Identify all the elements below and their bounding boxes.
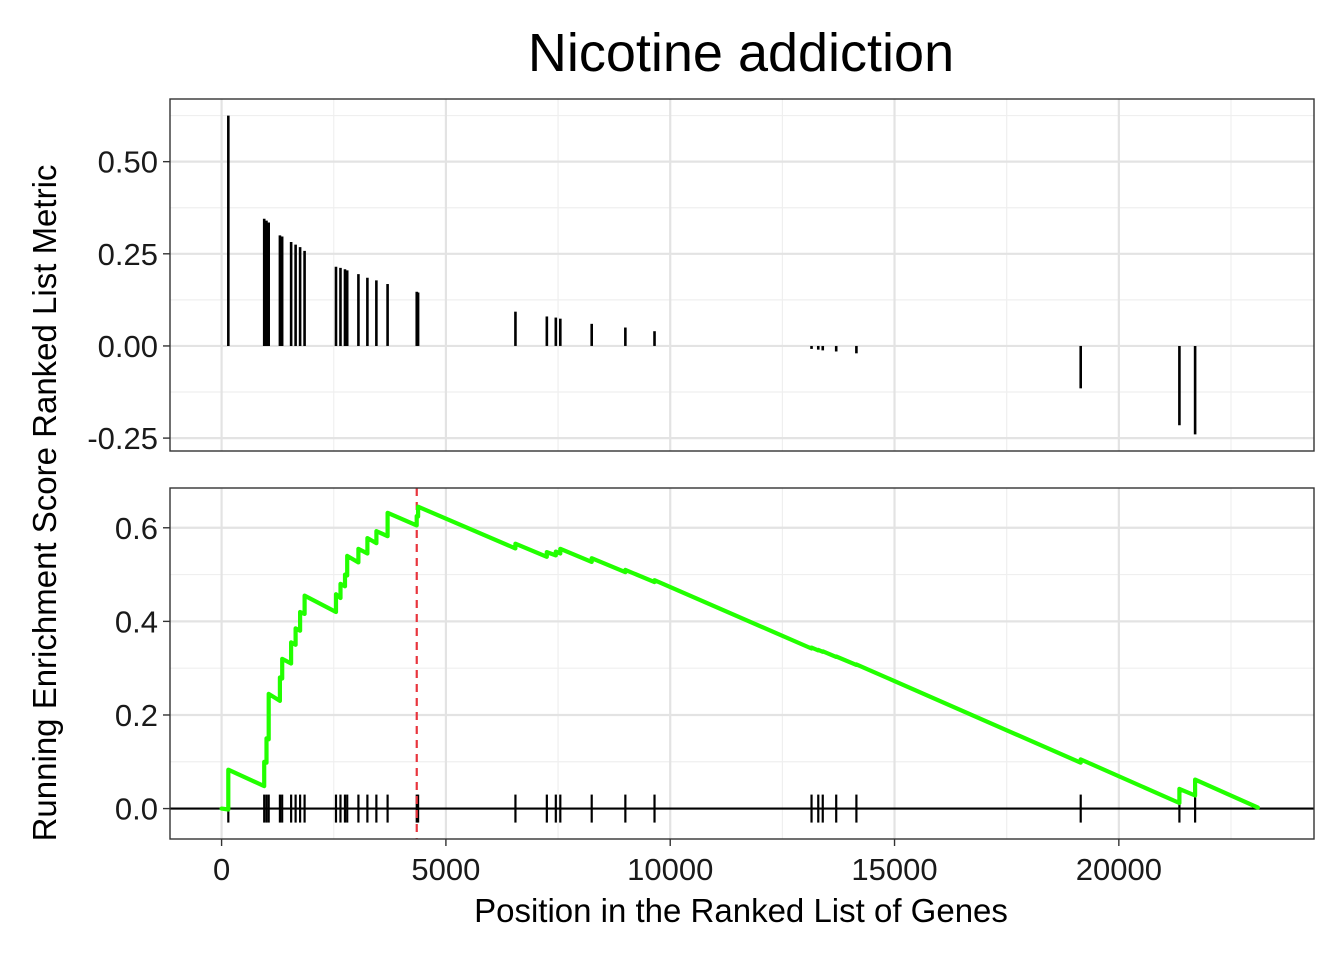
panel-border (169, 98, 1315, 452)
y-tick-label: 0.50 (98, 145, 158, 180)
ranked-metric-panel: 0.50 0.25 0.00 -0.25 (87, 98, 1315, 456)
y-tick-label: 0.25 (98, 237, 158, 272)
y-tick-label: 0.0 (115, 792, 158, 827)
y-tick-label: 0.00 (98, 329, 158, 364)
y-tick-label: -0.25 (87, 421, 158, 456)
x-axis-label: Position in the Ranked List of Genes (474, 892, 1008, 929)
x-tick-label: 10000 (627, 852, 713, 887)
chart-title: Nicotine addiction (528, 23, 954, 83)
x-tick-label: 0 (213, 852, 230, 887)
y-tick-label: 0.4 (115, 604, 158, 639)
enrichment-score-line (219, 504, 1261, 812)
x-tick-label: 15000 (851, 852, 937, 887)
x-tick-label: 20000 (1076, 852, 1162, 887)
y-tick-label: 0.6 (115, 511, 158, 546)
x-tick-label: 5000 (411, 852, 480, 887)
y-axis-label: Running Enrichment Score Ranked List Met… (26, 165, 63, 842)
panel-border (169, 487, 1315, 840)
y-tick-label: 0.2 (115, 698, 158, 733)
running-score-panel: 0.6 0.4 0.2 0.0 0 5000 10000 15000 20000 (115, 487, 1315, 887)
